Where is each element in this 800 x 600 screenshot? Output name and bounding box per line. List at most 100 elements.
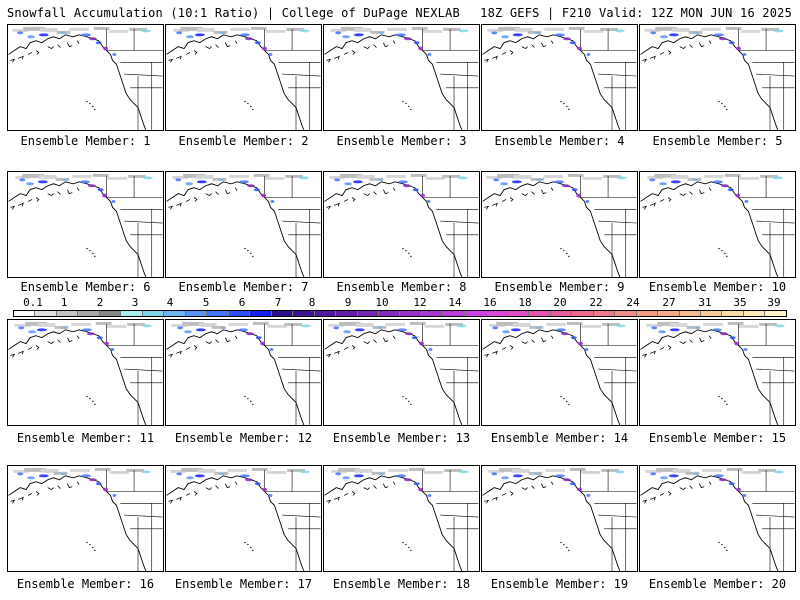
snow-shade — [657, 321, 679, 326]
island-dot — [86, 541, 88, 544]
island-dot — [408, 252, 410, 255]
snowfall-area — [773, 29, 784, 33]
snowfall-area — [111, 199, 116, 203]
colorbar-swatch — [507, 311, 530, 316]
island-dot — [94, 549, 96, 552]
snow-shade — [37, 322, 56, 327]
snow-shade — [14, 323, 31, 327]
snowfall-area — [512, 33, 523, 37]
snowfall-area — [176, 31, 183, 35]
colorbar-swatch — [293, 311, 315, 316]
islands — [484, 40, 554, 63]
snow-shade — [128, 174, 146, 178]
political-boundaries — [264, 469, 321, 571]
snow-shade — [24, 467, 46, 472]
snowfall-area — [586, 493, 591, 497]
colorbar-swatch — [250, 311, 272, 316]
snowfall-area — [298, 176, 309, 180]
island-dot — [718, 541, 720, 544]
island-dot — [410, 403, 412, 406]
colorbar-swatch — [701, 311, 723, 316]
snowfall-area — [245, 332, 254, 336]
islands — [326, 481, 396, 504]
panel-map — [482, 173, 637, 277]
snowfall-area — [713, 180, 723, 184]
ensemble-member-panel — [481, 319, 638, 426]
snow-shade — [739, 176, 760, 180]
ensemble-member-panel — [481, 24, 638, 131]
snowfall-area — [660, 476, 668, 480]
islands — [326, 40, 396, 63]
islands — [10, 187, 80, 210]
island-dot — [86, 395, 88, 398]
snowfall-area — [104, 341, 110, 346]
island-dot — [405, 102, 407, 105]
snowfall-area — [651, 326, 658, 330]
snowfall-area — [254, 41, 261, 45]
snow-shade — [129, 27, 147, 31]
snowfall-area — [140, 29, 151, 33]
island-dot — [560, 100, 562, 103]
snow-shade — [253, 173, 270, 177]
snowfall-area — [19, 178, 26, 182]
snow-shade — [251, 467, 268, 471]
snowfall-area — [60, 31, 67, 34]
panel-map — [324, 467, 479, 571]
colorbar-swatch — [121, 311, 143, 316]
snow-shade — [423, 470, 444, 474]
islands — [168, 481, 238, 504]
panel-map — [166, 173, 321, 277]
island-dot — [92, 400, 94, 403]
island-dot — [721, 249, 723, 252]
snowfall-area — [17, 31, 24, 35]
island-dot — [402, 541, 404, 544]
snow-shade — [228, 322, 248, 326]
coastline — [8, 475, 147, 571]
snow-shade — [486, 175, 503, 179]
island-dot — [718, 247, 720, 250]
snow-shade — [445, 322, 463, 326]
snow-shade — [354, 468, 373, 473]
islands — [484, 481, 554, 504]
ensemble-member-label: Ensemble Member: 14 — [490, 431, 629, 445]
coastline — [482, 181, 621, 277]
island-dot — [250, 105, 252, 108]
island-dot — [244, 100, 246, 103]
snowfall-area — [36, 328, 47, 332]
snowfall-area — [491, 31, 498, 35]
ensemble-member-label: Ensemble Member: 15 — [648, 431, 787, 445]
political-boundaries — [580, 28, 637, 130]
island-dot — [247, 543, 249, 546]
snowfall-area — [262, 46, 268, 51]
ensemble-member-panel — [639, 465, 796, 572]
colorbar-swatch — [164, 311, 186, 316]
snowfall-area — [334, 178, 341, 182]
snowfall-area — [96, 336, 103, 340]
island-dot — [560, 247, 562, 250]
colorbar-swatch — [486, 311, 508, 316]
panel-map — [8, 173, 163, 277]
islands — [10, 335, 80, 358]
snowfall-area — [728, 41, 735, 45]
snowfall-area — [614, 29, 625, 33]
snowfall-area — [27, 476, 35, 480]
snow-shade — [230, 27, 250, 31]
snow-shade — [198, 322, 217, 327]
snowfall-area — [270, 199, 275, 203]
islands — [326, 335, 396, 358]
snowfall-area — [536, 178, 543, 181]
ensemble-member-label: Ensemble Member: 9 — [494, 280, 625, 294]
snow-shade — [645, 469, 662, 473]
snowfall-area — [570, 336, 577, 340]
snow-shade — [644, 28, 661, 32]
ensemble-member-panel — [165, 171, 322, 278]
coastline — [166, 475, 305, 571]
political-boundaries — [738, 323, 795, 425]
snowfall-area — [693, 31, 700, 34]
colorbar-swatch — [743, 311, 766, 316]
snow-shade — [685, 471, 700, 475]
colorbar-tick-label: 7 — [274, 296, 282, 309]
colorbar-swatch — [35, 311, 57, 316]
islands — [642, 187, 712, 210]
coastline — [8, 329, 147, 425]
